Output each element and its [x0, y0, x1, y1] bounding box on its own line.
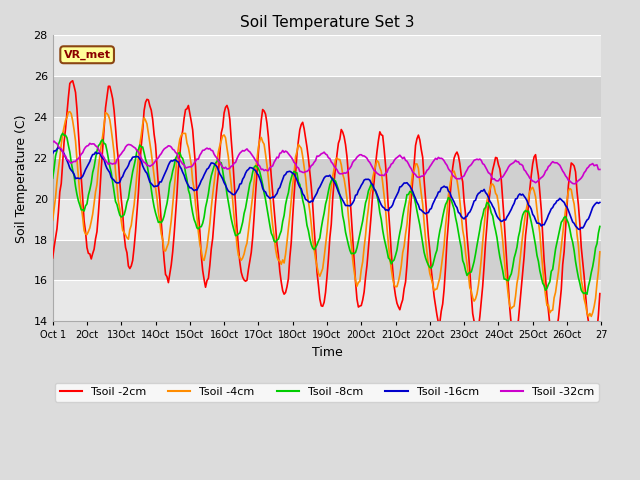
- Bar: [52, 199, 601, 240]
- Bar: [52, 280, 601, 321]
- X-axis label: Time: Time: [312, 346, 342, 359]
- Y-axis label: Soil Temperature (C): Soil Temperature (C): [15, 114, 28, 242]
- Bar: [52, 240, 601, 280]
- Text: VR_met: VR_met: [63, 49, 111, 60]
- Bar: [52, 117, 601, 158]
- Legend: Tsoil -2cm, Tsoil -4cm, Tsoil -8cm, Tsoil -16cm, Tsoil -32cm: Tsoil -2cm, Tsoil -4cm, Tsoil -8cm, Tsoi…: [55, 383, 598, 401]
- Bar: [52, 36, 601, 76]
- Bar: [52, 76, 601, 117]
- Title: Soil Temperature Set 3: Soil Temperature Set 3: [240, 15, 414, 30]
- Bar: [52, 158, 601, 199]
